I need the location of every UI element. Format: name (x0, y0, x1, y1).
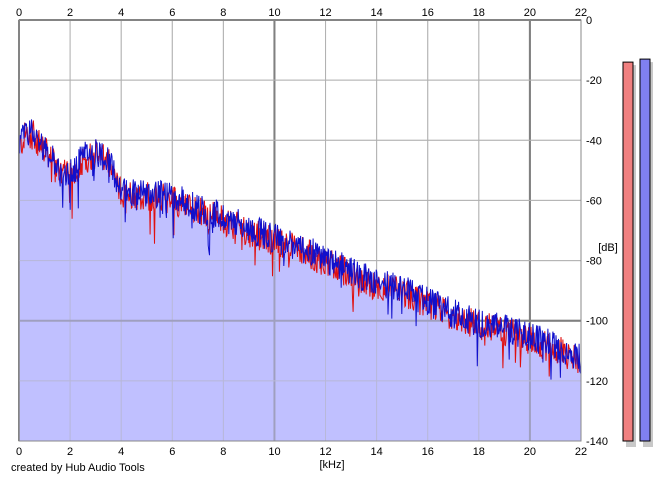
x-tick-label: 8 (220, 446, 226, 458)
level-meter-bar (622, 61, 634, 442)
x-tick-label: 22 (575, 7, 587, 19)
x-tick-label: 18 (473, 7, 485, 19)
x-tick-label: 0 (16, 7, 22, 19)
x-tick-label: 14 (371, 7, 383, 19)
y-tick-label: -20 (586, 75, 602, 87)
level-meters (622, 58, 653, 447)
level-meter-bar (639, 58, 651, 442)
x-tick-label: 10 (268, 446, 280, 458)
spectrum-line-blue (18, 119, 582, 380)
x-tick-label: 0 (16, 446, 22, 458)
x-tick-label: 20 (524, 446, 536, 458)
x-tick-label: 2 (67, 7, 73, 19)
y-tick-label: -100 (586, 316, 608, 328)
x-tick-label: 4 (118, 7, 124, 19)
y-tick-label: -120 (586, 376, 608, 388)
x-axis-label: [kHz] (319, 459, 344, 471)
x-tick-label: 12 (319, 7, 331, 19)
x-tick-labels-bottom: 0 2 4 6 8 10 12 14 16 18 20 22 (16, 446, 587, 458)
x-tick-label: 16 (422, 7, 434, 19)
x-tick-label: 6 (169, 446, 175, 458)
x-tick-label: 16 (422, 446, 434, 458)
y-tick-label: -140 (586, 436, 608, 448)
x-tick-label: 12 (319, 446, 331, 458)
x-tick-label: 18 (473, 446, 485, 458)
x-tick-label: 14 (371, 446, 383, 458)
x-tick-label: 6 (169, 7, 175, 19)
x-tick-label: 10 (268, 7, 280, 19)
y-tick-label: 0 (586, 15, 592, 27)
x-tick-label: 2 (67, 446, 73, 458)
x-tick-labels-top: 0 2 4 6 8 10 12 14 16 18 20 22 (16, 7, 587, 19)
y-tick-label: -80 (586, 256, 602, 268)
y-tick-label: -40 (586, 135, 602, 147)
plot-border (18, 19, 582, 442)
y-axis-label: [dB] (598, 242, 618, 254)
x-tick-label: 4 (118, 446, 124, 458)
y-tick-labels: 0 -20 -40 -60 -80 -100 -120 -140 (586, 15, 608, 448)
y-tick-label: -60 (586, 195, 602, 207)
x-tick-label: 8 (220, 7, 226, 19)
x-tick-label: 22 (575, 446, 587, 458)
credit-text: created by Hub Audio Tools (11, 462, 145, 474)
x-tick-label: 20 (524, 7, 536, 19)
